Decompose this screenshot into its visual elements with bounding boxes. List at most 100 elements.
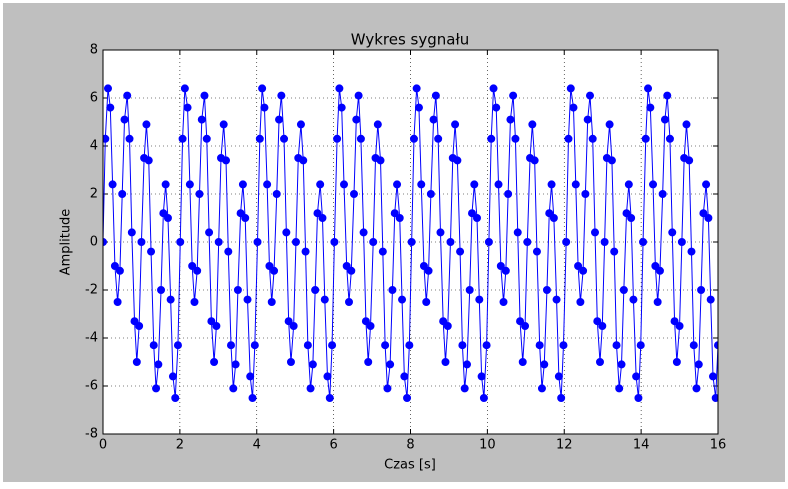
- data-point: [149, 341, 158, 350]
- data-point: [414, 103, 423, 112]
- data-point: [456, 247, 465, 256]
- data-point: [668, 228, 677, 237]
- data-point: [263, 180, 272, 189]
- data-point: [496, 262, 505, 270]
- data-point: [354, 91, 363, 100]
- data-point: [658, 190, 667, 198]
- x-tick-label: 4: [253, 438, 261, 453]
- data-point: [687, 247, 696, 256]
- data-point: [381, 341, 390, 350]
- data-point: [566, 84, 575, 93]
- data-point: [484, 238, 493, 246]
- data-point: [388, 286, 397, 294]
- data-point: [286, 358, 295, 366]
- data-point: [429, 115, 438, 124]
- y-tick-label: 8: [90, 43, 98, 58]
- data-point: [103, 134, 110, 143]
- data-point: [246, 372, 255, 381]
- data-point: [714, 341, 718, 350]
- x-tick-label: 12: [556, 438, 573, 453]
- data-point: [390, 209, 399, 218]
- data-point: [369, 238, 378, 246]
- data-point: [229, 384, 238, 393]
- data-point: [308, 360, 317, 369]
- data-point: [403, 394, 412, 402]
- data-point: [624, 180, 633, 189]
- x-tick-label: 6: [329, 438, 337, 453]
- data-point: [610, 247, 619, 256]
- data-point: [132, 358, 141, 366]
- data-point: [504, 190, 513, 198]
- data-point: [376, 156, 385, 165]
- data-point: [243, 295, 252, 304]
- data-point: [323, 372, 332, 381]
- data-point: [470, 180, 479, 189]
- data-point: [359, 228, 368, 237]
- data-point: [299, 156, 308, 165]
- data-point: [689, 341, 698, 350]
- data-point: [677, 238, 686, 246]
- data-point: [537, 384, 546, 393]
- data-point: [366, 322, 375, 330]
- data-point: [303, 341, 312, 350]
- data-point: [532, 247, 541, 256]
- data-point: [615, 384, 624, 393]
- data-point: [431, 91, 440, 100]
- data-point: [176, 238, 185, 246]
- data-point: [477, 372, 486, 381]
- data-point: [190, 298, 199, 306]
- data-point: [649, 180, 658, 189]
- x-axis-label: Czas [s]: [384, 458, 436, 473]
- data-point: [361, 317, 370, 326]
- data-point: [113, 298, 122, 306]
- data-point: [409, 134, 418, 143]
- data-point: [634, 394, 643, 402]
- data-point: [468, 209, 476, 218]
- data-point: [472, 214, 481, 222]
- data-point: [600, 238, 609, 246]
- data-point: [453, 156, 462, 165]
- data-point: [265, 262, 274, 270]
- data-point: [168, 372, 177, 381]
- data-point: [236, 209, 245, 218]
- y-tick-label: -8: [85, 427, 98, 442]
- data-point: [675, 322, 684, 330]
- x-tick-label: 16: [710, 438, 727, 453]
- data-point: [277, 91, 286, 100]
- data-point: [147, 247, 156, 256]
- data-point: [682, 120, 691, 129]
- data-point: [127, 228, 136, 237]
- data-point: [579, 266, 588, 275]
- data-point: [202, 134, 211, 143]
- data-point: [238, 180, 247, 189]
- data-point: [110, 262, 119, 270]
- data-point: [197, 115, 206, 124]
- x-tick-label: 14: [633, 438, 650, 453]
- data-point: [135, 322, 144, 330]
- data-point: [641, 134, 650, 143]
- data-point: [655, 266, 664, 275]
- data-point: [458, 341, 467, 350]
- data-point: [178, 134, 187, 143]
- data-point: [340, 180, 349, 189]
- y-tick-label: -4: [85, 331, 98, 346]
- data-point: [386, 360, 395, 369]
- data-point: [222, 156, 230, 165]
- data-point: [619, 286, 628, 294]
- data-point: [157, 286, 166, 294]
- data-point: [521, 322, 530, 330]
- data-point: [311, 286, 320, 294]
- data-point: [562, 238, 571, 246]
- data-point: [412, 84, 421, 93]
- data-point: [475, 295, 484, 304]
- data-point: [393, 180, 402, 189]
- data-point: [441, 358, 450, 366]
- data-point: [255, 134, 264, 143]
- data-point: [591, 228, 599, 237]
- data-point: [219, 120, 228, 129]
- data-point: [564, 134, 573, 143]
- data-point: [711, 394, 718, 402]
- data-point: [142, 120, 151, 129]
- data-point: [120, 115, 129, 124]
